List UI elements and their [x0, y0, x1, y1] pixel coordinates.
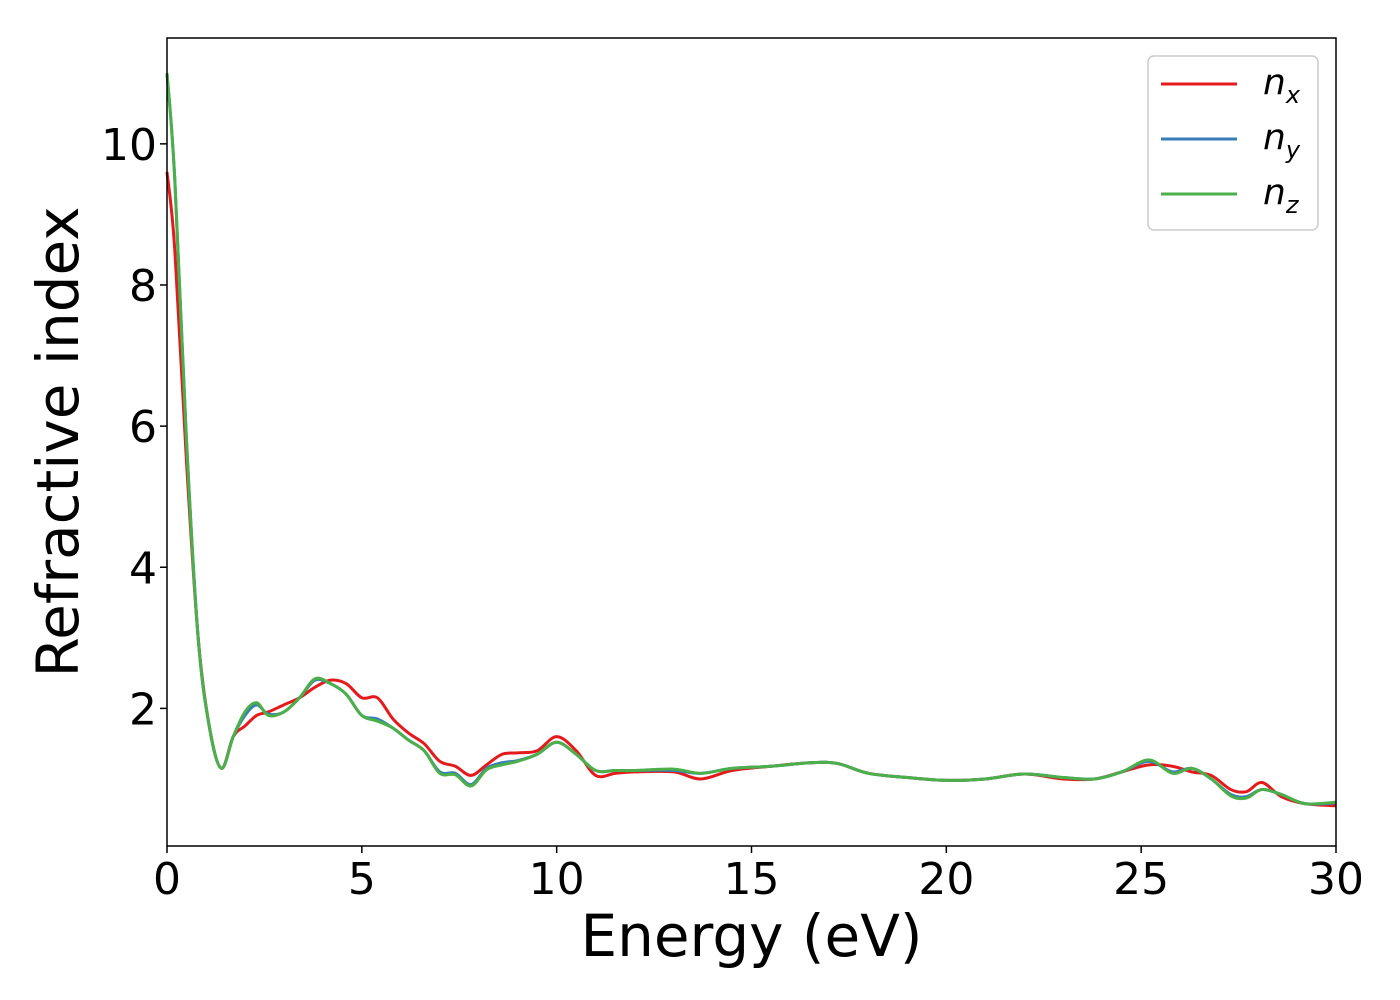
legend-label-nz: nz — [1263, 172, 1300, 219]
x-tick-label: 5 — [348, 854, 376, 905]
x-axis-ticks: 0 5 10 15 20 25 30 — [153, 846, 1364, 905]
series-line-nz — [165, 73, 1337, 806]
series-line-nx — [165, 171, 1337, 808]
y-tick-label: 4 — [129, 543, 157, 594]
y-axis-ticks: 2 4 6 8 10 — [101, 120, 167, 735]
x-tick-label: 30 — [1308, 854, 1364, 905]
legend: nx ny nz — [1147, 55, 1319, 231]
y-axis-label: Refractive index — [24, 206, 92, 677]
y-tick-label: 6 — [129, 402, 157, 453]
x-tick-label: 20 — [918, 854, 974, 905]
legend-label-ny: ny — [1263, 117, 1301, 164]
x-tick-label: 10 — [529, 854, 585, 905]
x-tick-label: 15 — [724, 854, 780, 905]
y-tick-label: 2 — [129, 684, 157, 735]
x-tick-label: 25 — [1113, 854, 1169, 905]
y-tick-label: 8 — [129, 261, 157, 312]
y-tick-label: 10 — [101, 120, 157, 171]
x-axis-label: Energy (eV) — [580, 902, 922, 970]
series-layer — [165, 73, 1337, 808]
legend-label-nx: nx — [1263, 62, 1301, 109]
x-tick-label: 0 — [153, 854, 181, 905]
legend-box — [1147, 55, 1319, 231]
